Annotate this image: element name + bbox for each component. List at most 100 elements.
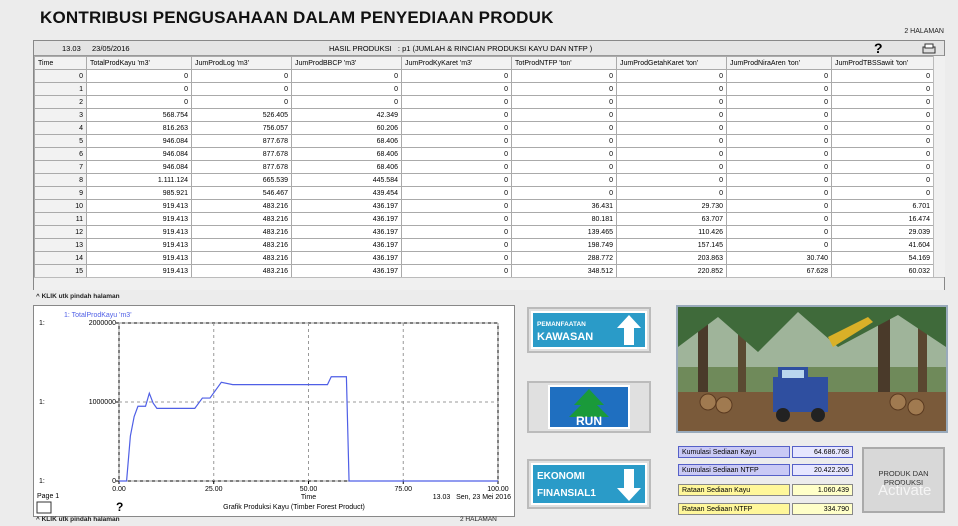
value-cell: 0 [617,70,727,83]
v-scrollbar[interactable] [933,56,945,277]
x-tick-label: 50.00 [300,486,318,493]
time-cell: 13 [35,239,87,252]
value-cell: 0 [292,70,402,83]
ekonomi-button[interactable]: EKONOMI FINANSIAL1 [527,459,651,509]
page-title: KONTRIBUSI PENGUSAHAAN DALAM PENYEDIAAN … [40,8,554,28]
value-cell: 68.406 [292,135,402,148]
value-cell: 0 [727,213,832,226]
h-scrollbar[interactable] [34,277,944,290]
table-toolbar: 13.03 23/05/2016 HASIL PRODUKSI : p1 (JU… [34,41,944,56]
time-cell: 6 [35,148,87,161]
value-cell: 877.678 [192,161,292,174]
value-cell: 0 [832,83,934,96]
indicator-label: Kumulasi Sediaan NTFP [678,464,790,476]
forest-photo [676,305,948,433]
value-cell: 756.057 [192,122,292,135]
run-button[interactable]: RUN [527,381,651,433]
value-cell: 816.263 [87,122,192,135]
value-cell: 0 [832,96,934,109]
time-cell: 9 [35,187,87,200]
axis-prefix: 1: [39,399,45,406]
timestamp: 13.03 Sen, 23 Mei 2016 [433,494,511,501]
value-cell: 60.206 [292,122,402,135]
value-cell: 436.197 [292,239,402,252]
y-tick-label: 2000000 [89,320,116,327]
produk-button[interactable]: PRODUK DAN PRODUKSI [862,447,945,513]
value-cell: 436.197 [292,226,402,239]
value-cell: 483.216 [192,226,292,239]
time-cell: 10 [35,200,87,213]
value-cell: 0 [512,70,617,83]
table-panel: 13.03 23/05/2016 HASIL PRODUKSI : p1 (JU… [33,40,945,290]
run-face: RUN [529,383,649,431]
page-label: 2 HALAMAN [904,28,944,35]
value-cell: 0 [512,174,617,187]
value-cell: 80.181 [512,213,617,226]
help-button[interactable]: ? [874,40,883,56]
indicator-value: 64.686.768 [792,446,853,458]
value-cell: 288.772 [512,252,617,265]
value-cell: 0 [727,70,832,83]
kawasan-face: PEMANFAATAN KAWASAN [529,309,649,351]
value-cell: 546.467 [192,187,292,200]
time-cell: 4 [35,122,87,135]
x-tick-label: 25.00 [205,486,223,493]
value-cell: 0 [832,174,934,187]
value-cell: 0 [727,83,832,96]
graph-title: Grafik Produksi Kayu (Timber Forest Prod… [223,504,365,511]
value-cell: 919.413 [87,213,192,226]
x-tick-label: 100.00 [487,486,509,493]
value-cell: 0 [402,148,512,161]
value-cell: 0 [87,96,192,109]
table-row: 15919.413483.216436.1970348.512220.85267… [35,265,934,278]
value-cell: 0 [402,70,512,83]
value-cell: 0 [292,96,402,109]
button-text: RUN [576,414,602,428]
value-cell: 0 [292,83,402,96]
y-tick-label: 0 [112,478,116,485]
table-caption: HASIL PRODUKSI : p1 (JUMLAH & RINCIAN PR… [329,44,592,53]
value-cell: 0 [87,70,192,83]
value-cell: 0 [617,109,727,122]
value-cell: 439.454 [292,187,402,200]
value-cell: 0 [402,174,512,187]
value-cell: 0 [402,213,512,226]
help-button[interactable]: ? [116,500,123,514]
table-time: 13.03 [62,44,81,53]
value-cell: 483.216 [192,265,292,278]
x-tick-label: 0.00 [112,486,126,493]
print-icon[interactable] [922,43,936,54]
value-cell: 0 [727,239,832,252]
kawasan-button[interactable]: PEMANFAATAN KAWASAN [527,307,651,353]
value-cell: 0 [192,96,292,109]
value-cell: 0 [402,200,512,213]
data-line [119,377,498,481]
indicator-value: 1.060.439 [792,484,853,496]
value-cell: 665.539 [192,174,292,187]
time-cell: 3 [35,109,87,122]
table-date: 23/05/2016 [92,44,130,53]
column-header: JumProdLog 'm3' [192,57,292,70]
value-cell: 0 [402,83,512,96]
footer-hint[interactable]: ^ KLIK utk pindah halaman [36,516,120,523]
footer-page: 2 HALAMAN [460,516,497,523]
screen: KONTRIBUSI PENGUSAHAAN DALAM PENYEDIAAN … [0,0,958,526]
table-row: 10919.413483.216436.197036.43129.73006.7… [35,200,934,213]
nav-hint[interactable]: ^ KLIK utk pindah halaman [36,293,120,300]
value-cell: 63.707 [617,213,727,226]
value-cell: 568.754 [87,109,192,122]
value-cell: 60.032 [832,265,934,278]
value-cell: 68.406 [292,148,402,161]
value-cell: 946.084 [87,161,192,174]
value-cell: 0 [512,96,617,109]
value-cell: 0 [617,122,727,135]
value-cell: 0 [402,239,512,252]
value-cell: 0 [832,70,934,83]
value-cell: 483.216 [192,200,292,213]
value-cell: 436.197 [292,265,402,278]
table-row: 14919.413483.216436.1970288.772203.86330… [35,252,934,265]
watermark: Activate [878,482,931,499]
